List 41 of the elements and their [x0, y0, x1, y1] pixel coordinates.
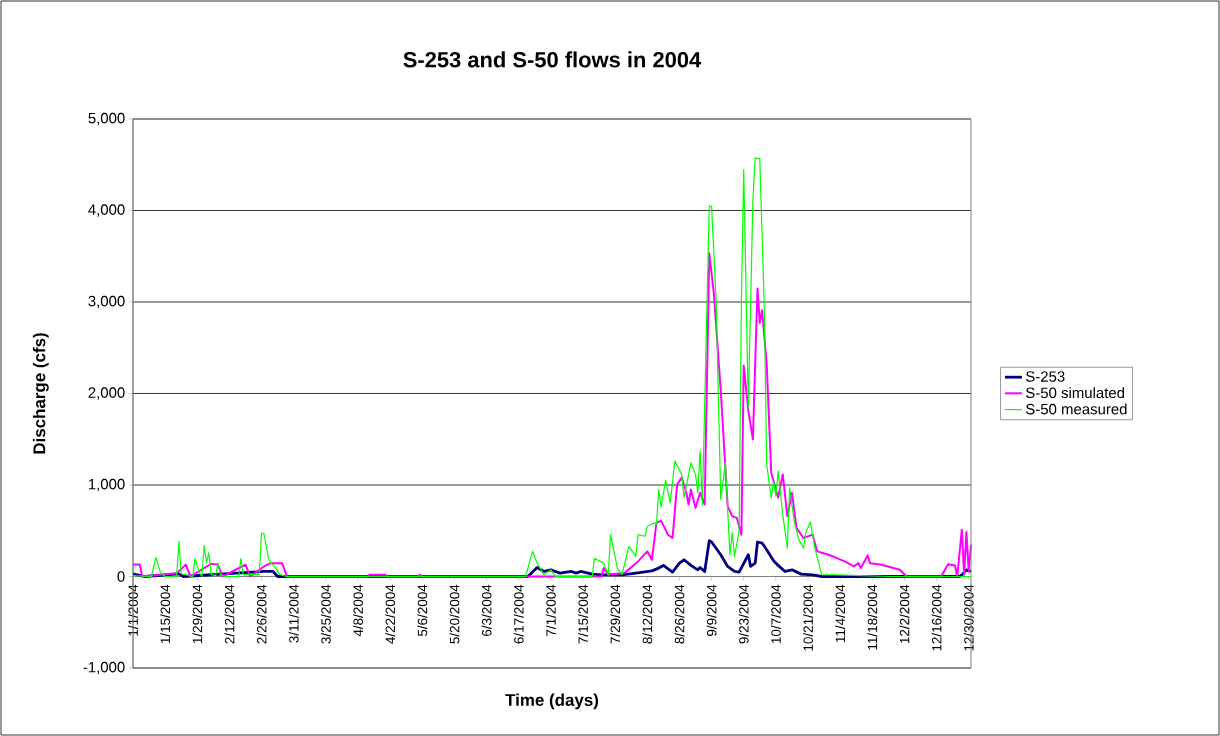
x-tick-label: 12/16/2004 [931, 584, 942, 651]
x-tick-label: 5/6/2004 [417, 584, 428, 637]
x-tick-label: 7/29/2004 [610, 584, 621, 644]
line-series [132, 252, 973, 578]
legend-label: S-50 measured [1026, 403, 1127, 415]
x-tick-label: 4/8/2004 [353, 584, 363, 637]
y-tick-label: 5,000 [88, 112, 125, 126]
y-tick-label: -1,000 [83, 661, 125, 675]
x-tick-label: 3/25/2004 [320, 584, 331, 644]
x-tick-label: 7/1/2004 [545, 584, 556, 636]
x-tick-label: 10/21/2004 [803, 584, 813, 651]
y-tick-label: 0 [117, 571, 125, 582]
x-tick-label: 7/15/2004 [578, 584, 588, 644]
x-tick-label: 6/3/2004 [481, 584, 492, 636]
x-tick-label: 3/11/2004 [288, 584, 299, 643]
x-tick-label: 1/1/2004 [128, 584, 138, 636]
y-axis-title: Discharge (cfs) [32, 333, 49, 454]
x-tick-label: 1/29/2004 [192, 584, 203, 644]
x-tick-label: 11/4/2004 [835, 584, 846, 643]
x-tick-label: 8/12/2004 [642, 584, 653, 644]
x-tick-label: 8/26/2004 [674, 584, 685, 644]
x-tick-label: 9/9/2004 [706, 584, 717, 636]
x-tick-label: 1/15/2004 [160, 584, 171, 644]
x-tick-label: 4/22/2004 [385, 584, 396, 644]
x-tick-label: 2/12/2004 [224, 584, 235, 644]
x-tick-label: 2/26/2004 [256, 584, 267, 644]
x-tick-label: 11/18/2004 [867, 584, 878, 650]
x-axis-title: Time (days) [505, 693, 599, 710]
y-tick-label: 1,000 [88, 478, 125, 492]
x-tick-label: 12/30/2004 [963, 584, 974, 651]
legend-label: S-253 [1026, 371, 1065, 382]
x-tick-label: 12/2/2004 [899, 584, 910, 644]
chart-title: S-253 and S-50 flows in 2004 [403, 51, 702, 68]
y-tick-label: 3,000 [88, 295, 125, 309]
legend-label: S-50 simulated [1026, 387, 1125, 399]
x-tick-label: 6/17/2004 [513, 584, 524, 644]
x-tick-label: 5/20/2004 [449, 584, 460, 644]
x-tick-label: 9/23/2004 [738, 584, 749, 644]
y-tick-label: 2,000 [88, 387, 125, 400]
y-tick-label: 4,000 [88, 204, 125, 217]
x-tick-label: 10/7/2004 [770, 584, 781, 644]
